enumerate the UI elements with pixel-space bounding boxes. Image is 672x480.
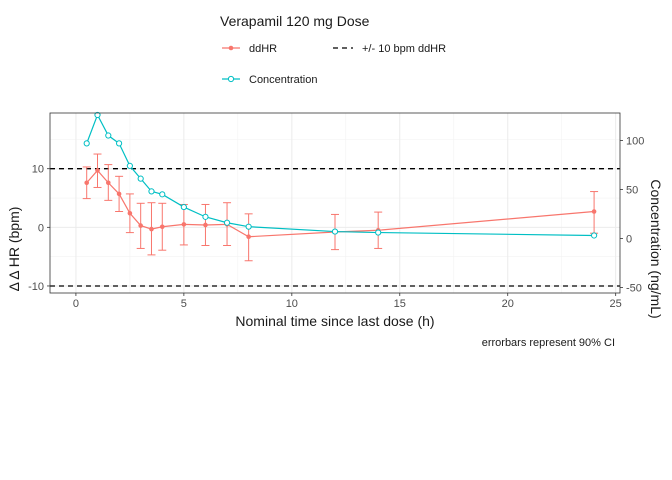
concentration-point (94, 111, 101, 119)
concentration-point (245, 223, 252, 230)
concentration-point (223, 219, 231, 226)
ddhr-point (203, 222, 208, 228)
legend: ddHR +/- 10 bpm ddHR Concentration (222, 43, 446, 86)
x-tick-label: 20 (502, 298, 514, 310)
legend-ddhr-marker (228, 45, 234, 51)
ddhr-point (127, 210, 133, 216)
x-tick-label: 15 (394, 298, 406, 310)
ddhr-point (181, 222, 187, 227)
y2-tick-label: 100 (626, 135, 644, 147)
x-tick-label: 5 (181, 298, 187, 310)
ddhr-point (116, 191, 122, 197)
concentration-point (137, 175, 144, 182)
legend-ddhr-label: ddHR (249, 43, 277, 55)
ddhr-point (138, 223, 143, 228)
ddhr-point (149, 226, 154, 232)
y-tick-label: 0 (38, 222, 44, 234)
x-tick-label: 10 (286, 298, 298, 310)
concentration-point (148, 188, 155, 195)
concentration-point (159, 191, 166, 198)
y2-axis-title: Concentration (ng/mL) (648, 179, 664, 318)
ddhr-point (246, 234, 251, 240)
legend-concentration-marker (227, 75, 235, 83)
concentration-point (115, 140, 123, 147)
concentration-point (590, 232, 598, 239)
y2-tick-label: -50 (626, 282, 642, 294)
concentration-point (331, 228, 339, 235)
chart-title: Verapamil 120 mg Dose (220, 13, 370, 29)
concentration-point (180, 203, 187, 211)
ddhr-point (591, 209, 597, 214)
ddhr-point (105, 180, 111, 186)
legend-reference-label: +/- 10 bpm ddHR (362, 43, 446, 55)
y2-tick-label: 0 (626, 233, 632, 245)
legend-concentration-label: Concentration (249, 74, 318, 86)
plot-border (49, 112, 621, 294)
x-axis-title: Nominal time since last dose (h) (235, 313, 434, 329)
ddhr-point (159, 224, 165, 230)
x-tick-label: 0 (73, 298, 79, 310)
y-tick-label: -10 (28, 281, 44, 293)
ddhr-point (95, 168, 100, 173)
plot-background (50, 113, 620, 293)
concentration-point (105, 132, 112, 139)
caption: errorbars represent 90% CI (482, 337, 615, 349)
concentration-point (83, 140, 90, 147)
concentration-point (126, 162, 133, 170)
y2-tick-label: 50 (626, 184, 638, 196)
y-tick-label: 10 (32, 164, 44, 176)
y-axis-title: Δ Δ HR (bpm) (6, 207, 22, 292)
concentration-point (202, 213, 209, 220)
concentration-point (375, 229, 382, 236)
plot-area: 0 5 10 15 20 25 -10 0 10 -50 0 50 100 (28, 111, 644, 310)
x-tick-label: 25 (610, 298, 622, 310)
ddhr-point (84, 180, 90, 186)
